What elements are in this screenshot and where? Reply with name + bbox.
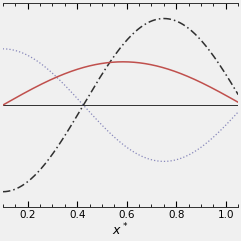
X-axis label: $x^*$: $x^*$ bbox=[112, 222, 129, 238]
